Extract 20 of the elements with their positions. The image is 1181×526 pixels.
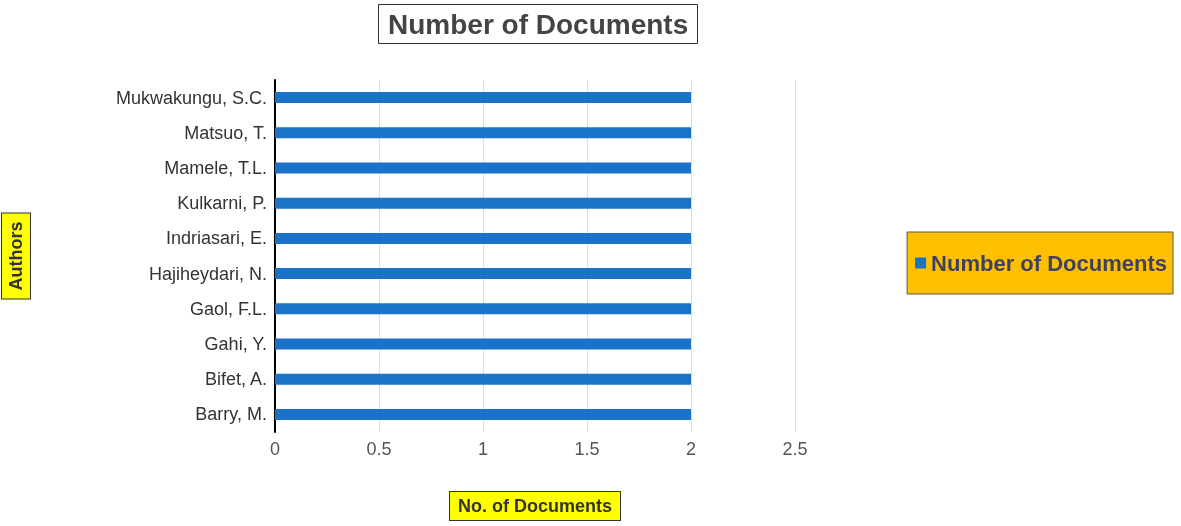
x-tick-label: 2.5 [782,439,808,459]
y-tick-label: Hajiheydari, N. [148,263,267,284]
x-axis-title: No. of Documents [457,496,613,516]
y-tick-label: Mamele, T.L. [164,158,267,178]
chart-title: Number of Documents [388,8,689,40]
y-tick-label: Matsuo, T. [184,122,267,143]
x-tick-label: 2 [685,439,697,459]
y-tick-label: Gaol, F.L. [189,298,267,319]
y-tick-label: Gahi, Y. [204,334,267,354]
x-tick-label: 0.5 [366,439,392,459]
y-axis-title: Authors [6,221,26,291]
y-tick-label: Bifet, A. [204,369,267,390]
y-tick-label: Mukwakungu, S.C. [115,87,267,108]
y-tick-label: Barry, M. [195,404,267,425]
y-tick-label: Kulkarni, P. [177,193,267,214]
x-tick-label: 0 [269,439,281,459]
y-tick-label: Indriasari, E. [165,228,267,249]
legend-label: Number of Documents [931,250,1168,276]
x-tick-label: 1 [477,439,489,459]
x-tick-label: 1.5 [574,439,600,459]
